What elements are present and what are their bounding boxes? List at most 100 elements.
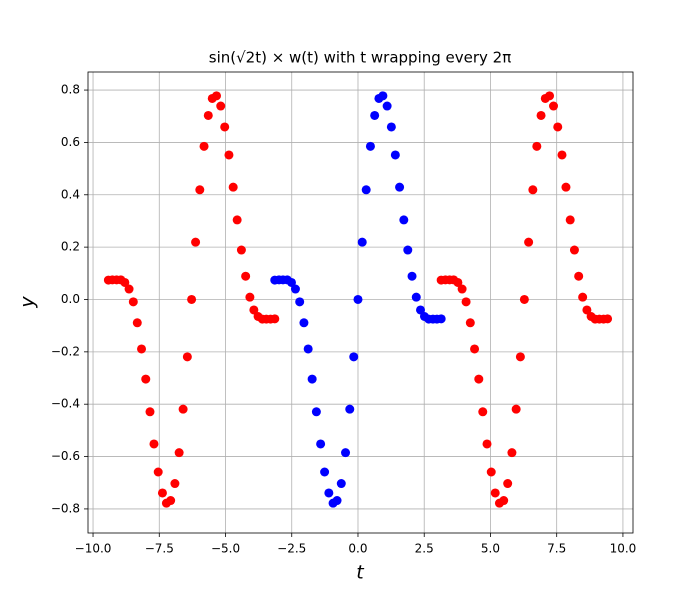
y-tick-label: 0.0: [61, 292, 80, 306]
y-tick-label: −0.6: [51, 449, 80, 463]
scatter-point: [307, 374, 317, 384]
scatter-point: [132, 318, 142, 328]
scatter-point: [128, 297, 138, 307]
scatter-point: [557, 150, 567, 160]
scatter-point: [316, 439, 326, 449]
chart-title: sin(√2t) × w(t) with t wrapping every 2π: [209, 49, 512, 67]
scatter-point: [386, 122, 396, 132]
scatter-point: [470, 344, 480, 354]
scatter-point: [178, 404, 188, 414]
scatter-point: [365, 141, 375, 151]
scatter-point: [349, 352, 359, 362]
scatter-point: [166, 496, 176, 506]
scatter-point: [407, 271, 417, 281]
y-tick-label: −0.2: [51, 344, 80, 358]
y-tick-label: −0.8: [51, 501, 80, 515]
scatter-point: [574, 271, 584, 281]
scatter-point: [582, 305, 592, 315]
scatter-point: [245, 292, 255, 302]
x-axis-label: t: [356, 562, 365, 584]
x-tick-label: −10.0: [75, 542, 112, 556]
scatter-point: [137, 344, 147, 354]
scatter-point: [395, 182, 405, 192]
scatter-point: [461, 297, 471, 307]
scatter-point: [553, 122, 563, 132]
scatter-point: [191, 237, 201, 247]
x-tick-label: 2.5: [415, 542, 434, 556]
scatter-point: [157, 488, 167, 498]
scatter-point: [453, 277, 463, 287]
scatter-point: [569, 245, 579, 255]
scatter-point: [532, 141, 542, 151]
scatter-point: [324, 488, 334, 498]
scatter-point: [578, 292, 588, 302]
scatter-point: [536, 110, 546, 120]
scatter-point: [482, 439, 492, 449]
scatter-point: [195, 185, 205, 195]
scatter-point: [299, 318, 309, 328]
scatter-point: [411, 292, 421, 302]
y-tick-label: 0.6: [61, 135, 80, 149]
scatter-point: [141, 374, 151, 384]
scatter-point: [236, 245, 246, 255]
scatter-point: [145, 407, 155, 417]
scatter-point: [303, 344, 313, 354]
scatter-point: [149, 439, 159, 449]
y-tick-label: −0.4: [51, 397, 80, 411]
scatter-point: [270, 314, 280, 324]
scatter-point: [361, 185, 371, 195]
scatter-point: [474, 374, 484, 384]
scatter-point: [174, 448, 184, 458]
x-tick-label: −5.0: [211, 542, 240, 556]
x-tick-label: 10.0: [610, 542, 637, 556]
scatter-point: [399, 215, 409, 225]
scatter-point: [232, 215, 242, 225]
x-tick-label: 7.5: [547, 542, 566, 556]
scatter-point: [187, 294, 197, 304]
y-tick-label: 0.2: [61, 240, 80, 254]
scatter-point: [249, 305, 259, 315]
scatter-point: [286, 277, 296, 287]
scatter-point: [320, 467, 330, 477]
scatter-point: [511, 404, 521, 414]
scatter-point: [311, 407, 321, 417]
scatter-point: [519, 294, 529, 304]
scatter-point: [353, 294, 363, 304]
x-tick-label: −2.5: [277, 542, 306, 556]
scatter-point: [295, 297, 305, 307]
scatter-point: [345, 404, 355, 414]
scatter-point: [357, 237, 367, 247]
y-axis-label: y: [17, 296, 39, 309]
scatter-point: [382, 101, 392, 111]
scatter-point: [561, 182, 571, 192]
scatter-point: [499, 496, 509, 506]
scatter-point: [457, 284, 467, 294]
scatter-point: [220, 122, 230, 132]
scatter-point: [524, 237, 534, 247]
scatter-point: [370, 110, 380, 120]
scatter-point: [545, 91, 555, 101]
scatter-point: [549, 101, 559, 111]
scatter-point: [416, 305, 426, 315]
scatter-point: [170, 479, 180, 489]
scatter-point: [565, 215, 575, 225]
scatter-point: [465, 318, 475, 328]
scatter-point: [228, 182, 238, 192]
scatter-point: [378, 91, 388, 101]
scatter-point: [490, 488, 500, 498]
scatter-point: [336, 479, 346, 489]
scatter-point: [241, 271, 251, 281]
scatter-point: [199, 141, 209, 151]
scatter-point: [153, 467, 163, 477]
scatter-point: [528, 185, 538, 195]
scatter-point: [332, 496, 342, 506]
x-tick-label: 5.0: [481, 542, 500, 556]
y-tick-label: 0.4: [61, 187, 80, 201]
scatter-point: [290, 284, 300, 294]
scatter-point: [478, 407, 488, 417]
y-tick-label: 0.8: [61, 83, 80, 97]
scatter-point: [212, 91, 222, 101]
scatter-point: [403, 245, 413, 255]
x-tick-label: −7.5: [145, 542, 174, 556]
